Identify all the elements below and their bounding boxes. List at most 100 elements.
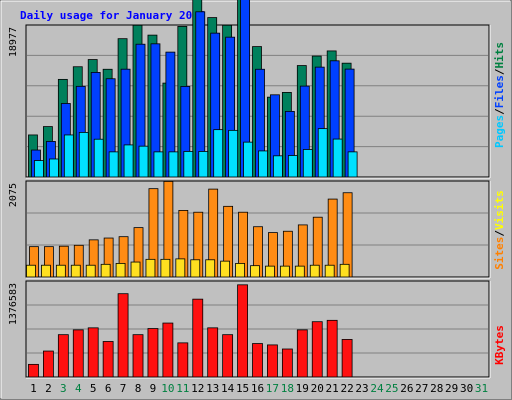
- legend-item-visits: Visits: [493, 190, 506, 230]
- bar-visits-day-11: [175, 258, 186, 278]
- bar-visits-day-1: [26, 264, 36, 278]
- x-tick-label-day-24: 24: [370, 382, 384, 395]
- bar-kbytes-day-1: [28, 363, 39, 378]
- bar-visits-day-17: [265, 265, 275, 278]
- x-tick-label-day-2: 2: [45, 382, 52, 395]
- bar-kbytes-day-22: [341, 339, 353, 378]
- bar-pages-day-2: [49, 158, 59, 178]
- bar-kbytes-day-19: [296, 329, 308, 378]
- bar-visits-day-14: [220, 260, 231, 278]
- legend-item-hits: Hits: [493, 42, 506, 69]
- x-tick-label-day-19: 19: [296, 382, 309, 395]
- x-tick-label-day-4: 4: [75, 382, 82, 395]
- x-tick-label-day-28: 28: [430, 382, 443, 395]
- bar-pages-day-4: [78, 132, 89, 178]
- x-tick-label-day-10: 10: [161, 382, 174, 395]
- x-tick-label-day-26: 26: [400, 382, 413, 395]
- axis-max-label-middle: 2075: [8, 183, 19, 207]
- x-tick-label-day-17: 17: [266, 382, 279, 395]
- bar-kbytes-day-13: [207, 327, 219, 378]
- bar-kbytes-day-18: [281, 348, 293, 378]
- bar-pages-day-7: [123, 144, 134, 178]
- x-tick-label-day-9: 9: [150, 382, 157, 395]
- bar-pages-day-20: [317, 128, 328, 178]
- bar-kbytes-day-2: [43, 350, 54, 378]
- x-tick-label-day-18: 18: [281, 382, 294, 395]
- bar-visits-day-22: [339, 263, 350, 278]
- bar-kbytes-day-21: [326, 319, 338, 378]
- bar-visits-day-18: [279, 265, 290, 278]
- bar-kbytes-day-16: [252, 343, 263, 378]
- bar-kbytes-day-15: [237, 284, 248, 378]
- bar-kbytes-day-14: [222, 334, 234, 378]
- x-tick-label-day-25: 25: [385, 382, 398, 395]
- legend-separator: /: [493, 68, 506, 75]
- bar-visits-day-7: [115, 263, 126, 278]
- bar-pages-day-3: [63, 134, 74, 178]
- x-tick-label-day-1: 1: [30, 382, 37, 395]
- x-tick-label-day-31: 31: [475, 382, 488, 395]
- bar-pages-day-12: [198, 151, 209, 178]
- bar-kbytes-day-17: [267, 344, 278, 378]
- x-tick-label-day-27: 27: [415, 382, 428, 395]
- x-tick-label-day-3: 3: [60, 382, 67, 395]
- axis-max-label-bottom: 1376583: [8, 283, 19, 325]
- legend-bottom: KBytes: [493, 325, 506, 365]
- bar-pages-day-11: [183, 151, 194, 178]
- x-tick-label-day-13: 13: [206, 382, 219, 395]
- bar-pages-day-16: [258, 150, 268, 178]
- bar-kbytes-day-5: [87, 327, 99, 378]
- legend-item-kbytes: KBytes: [493, 325, 506, 365]
- bar-pages-day-1: [34, 160, 44, 178]
- bar-pages-day-5: [93, 138, 104, 178]
- bar-pages-day-18: [287, 155, 298, 178]
- legend-separator: /: [493, 230, 506, 237]
- legend-item-sites: Sites: [493, 237, 506, 270]
- chart-title: Daily usage for January 2026: [20, 9, 206, 22]
- bar-pages-day-22: [347, 151, 358, 178]
- x-tick-label-day-16: 16: [251, 382, 264, 395]
- x-tick-label-day-8: 8: [135, 382, 142, 395]
- bar-pages-day-19: [302, 149, 313, 178]
- x-tick-label-day-23: 23: [355, 382, 368, 395]
- bar-kbytes-day-7: [117, 293, 129, 378]
- bar-pages-day-13: [213, 129, 224, 178]
- bar-kbytes-day-12: [192, 298, 204, 378]
- x-tick-label-day-14: 14: [221, 382, 235, 395]
- bar-pages-day-15: [243, 141, 253, 178]
- x-tick-label-day-12: 12: [191, 382, 204, 395]
- bar-visits-day-16: [250, 265, 260, 278]
- x-tick-label-day-15: 15: [236, 382, 249, 395]
- bar-visits-day-9: [145, 258, 156, 278]
- x-tick-label-day-20: 20: [311, 382, 324, 395]
- bar-visits-day-13: [205, 259, 216, 278]
- bar-visits-day-6: [100, 263, 111, 278]
- legend-top: Pages/Files/Hits: [493, 42, 506, 148]
- bar-pages-day-9: [153, 151, 164, 178]
- bar-pages-day-10: [168, 151, 179, 178]
- bar-kbytes-day-20: [311, 321, 323, 378]
- bar-pages-day-6: [108, 151, 119, 178]
- bar-kbytes-day-11: [177, 342, 189, 378]
- x-tick-label-day-7: 7: [120, 382, 127, 395]
- x-tick-label-day-21: 21: [326, 382, 339, 395]
- x-tick-label-day-30: 30: [460, 382, 473, 395]
- bar-visits-day-20: [309, 264, 320, 278]
- bar-pages-day-17: [273, 155, 283, 178]
- bar-kbytes-day-3: [57, 334, 69, 378]
- bar-pages-day-8: [138, 145, 149, 178]
- x-tick-label-day-5: 5: [90, 382, 97, 395]
- axis-max-label-top: 18977: [8, 27, 19, 57]
- bar-visits-day-19: [294, 265, 305, 278]
- x-tick-label-day-29: 29: [445, 382, 458, 395]
- bar-visits-day-15: [235, 263, 245, 278]
- bar-visits-day-12: [190, 259, 201, 278]
- bar-kbytes-day-9: [147, 328, 159, 378]
- bar-pages-day-14: [228, 129, 239, 178]
- bar-visits-day-5: [85, 264, 96, 278]
- bar-visits-day-3: [55, 264, 66, 278]
- legend-separator: /: [493, 108, 506, 115]
- legend-item-pages: Pages: [493, 115, 506, 148]
